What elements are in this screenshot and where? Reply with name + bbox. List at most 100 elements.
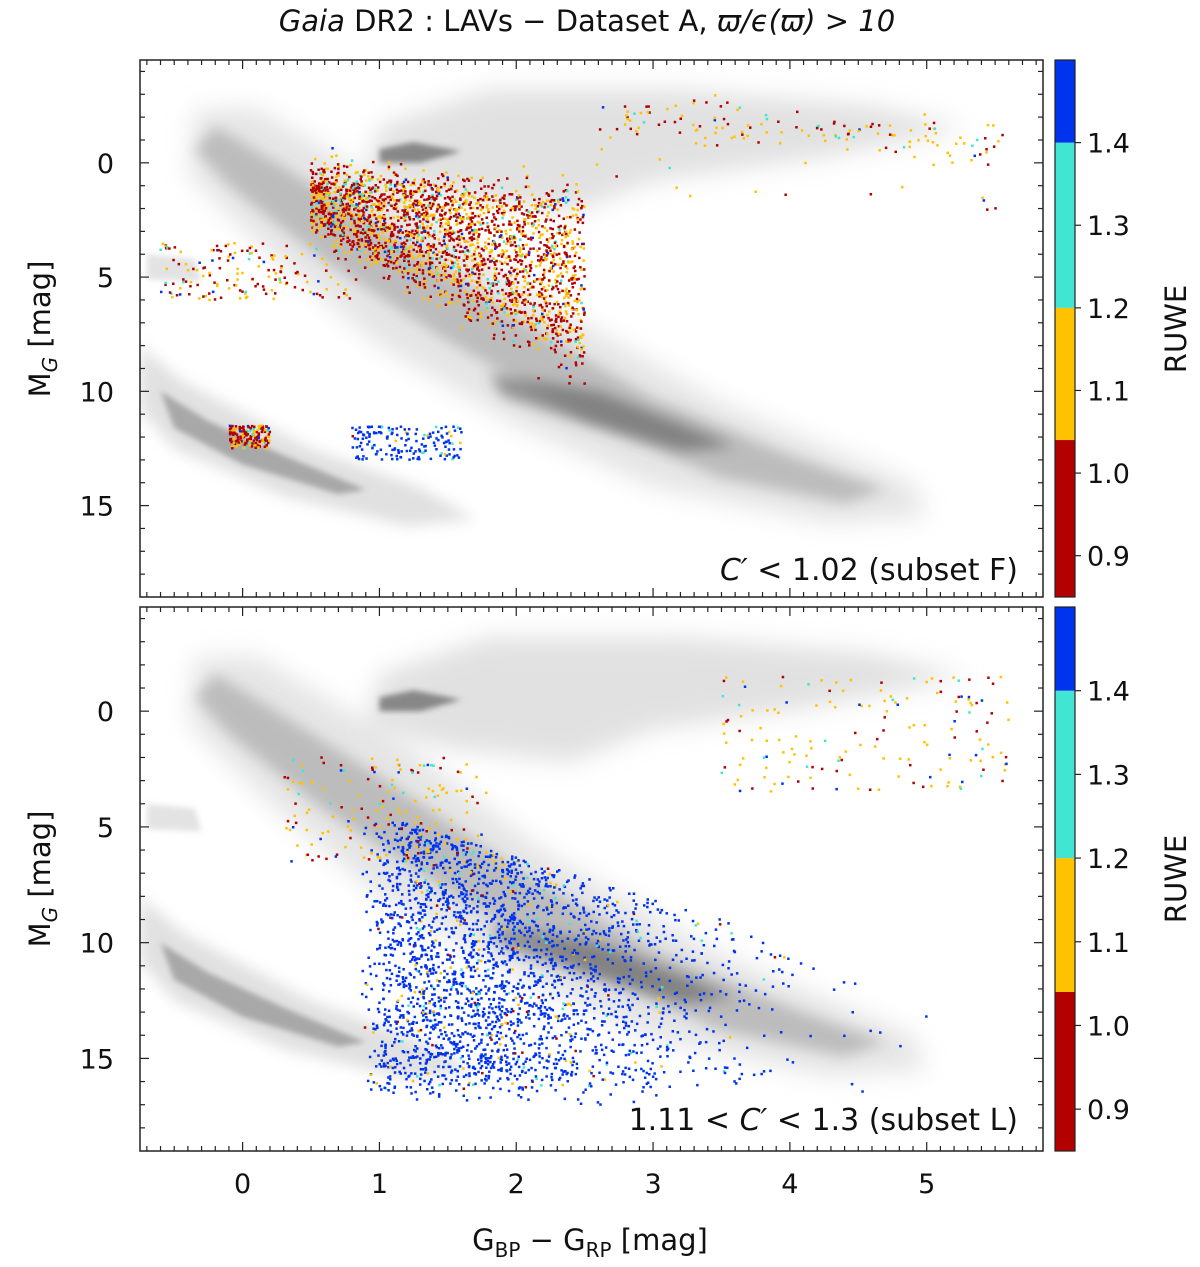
- data-point: [383, 264, 387, 268]
- data-point: [505, 1048, 509, 1051]
- data-point: [608, 896, 611, 899]
- data-point: [493, 276, 496, 280]
- data-point: [894, 150, 897, 154]
- data-point: [537, 209, 540, 213]
- data-point: [532, 343, 536, 346]
- data-point: [428, 432, 432, 436]
- data-point: [421, 903, 424, 906]
- data-point: [876, 132, 880, 135]
- data-point: [499, 321, 502, 324]
- data-point: [512, 234, 516, 238]
- data-point: [486, 316, 490, 319]
- data-point: [755, 956, 759, 960]
- data-point: [485, 247, 488, 250]
- data-point: [410, 915, 413, 919]
- data-point: [509, 283, 512, 286]
- data-point: [456, 919, 459, 922]
- data-point: [448, 231, 451, 235]
- data-point: [417, 931, 420, 934]
- data-point: [537, 219, 540, 222]
- data-point: [284, 255, 287, 258]
- data-point: [512, 238, 515, 241]
- data-point: [463, 304, 466, 307]
- data-point: [551, 933, 555, 936]
- data-point: [374, 260, 378, 263]
- data-point: [411, 209, 415, 212]
- data-point: [518, 322, 522, 325]
- data-point: [412, 888, 416, 892]
- data-point: [551, 189, 554, 193]
- data-point: [452, 456, 455, 459]
- data-point: [456, 280, 459, 284]
- data-point: [498, 243, 501, 246]
- data-point: [594, 992, 597, 995]
- data-point: [632, 899, 635, 902]
- data-point: [563, 296, 566, 300]
- data-point: [573, 1035, 577, 1039]
- data-point: [502, 240, 506, 243]
- data-point: [566, 241, 569, 245]
- data-point: [531, 224, 534, 228]
- data-point: [419, 250, 422, 253]
- data-point: [311, 190, 314, 193]
- data-point: [502, 293, 505, 296]
- data-point: [489, 250, 493, 254]
- data-point: [388, 875, 391, 878]
- data-point: [310, 205, 314, 209]
- data-point: [580, 346, 583, 350]
- data-point: [262, 440, 265, 443]
- data-point: [692, 1069, 695, 1072]
- data-point: [465, 293, 469, 296]
- data-point: [437, 304, 440, 308]
- data-point: [407, 205, 410, 209]
- data-point: [464, 202, 468, 205]
- data-point: [267, 435, 271, 439]
- data-point: [380, 228, 383, 231]
- data-point: [481, 1010, 485, 1014]
- data-point: [571, 306, 574, 309]
- data-point: [445, 171, 448, 174]
- data-point: [586, 1004, 589, 1007]
- data-point: [314, 157, 317, 161]
- data-point: [508, 968, 511, 972]
- data-point: [422, 218, 425, 221]
- data-point: [466, 859, 469, 863]
- data-point: [415, 231, 419, 235]
- data-point: [398, 982, 402, 986]
- data-point: [359, 249, 363, 253]
- data-point: [544, 257, 547, 261]
- data-point: [420, 239, 423, 242]
- data-point: [985, 151, 988, 154]
- data-point: [852, 135, 855, 139]
- data-point: [428, 261, 432, 264]
- data-point: [436, 186, 440, 190]
- data-point: [326, 221, 329, 225]
- data-point: [551, 330, 554, 333]
- data-point: [542, 285, 546, 289]
- data-point: [436, 979, 439, 982]
- data-point: [538, 295, 541, 298]
- data-point: [398, 827, 401, 831]
- data-point: [520, 996, 524, 1000]
- data-point: [421, 193, 424, 197]
- data-point: [370, 210, 374, 213]
- data-point: [553, 1035, 557, 1038]
- data-point: [464, 1002, 467, 1006]
- data-point: [334, 196, 337, 199]
- data-point: [557, 214, 561, 218]
- data-point: [398, 265, 402, 269]
- data-point: [370, 263, 373, 266]
- data-point: [411, 203, 415, 206]
- data-point: [435, 190, 438, 194]
- data-point: [349, 200, 353, 204]
- data-point: [473, 863, 477, 866]
- data-point: [500, 252, 503, 256]
- data-point: [520, 212, 524, 215]
- data-point: [722, 978, 725, 982]
- data-point: [527, 903, 531, 906]
- data-point: [629, 968, 632, 971]
- data-point: [659, 911, 662, 914]
- data-point: [509, 1020, 513, 1023]
- data-point: [477, 882, 480, 885]
- data-point: [461, 192, 465, 196]
